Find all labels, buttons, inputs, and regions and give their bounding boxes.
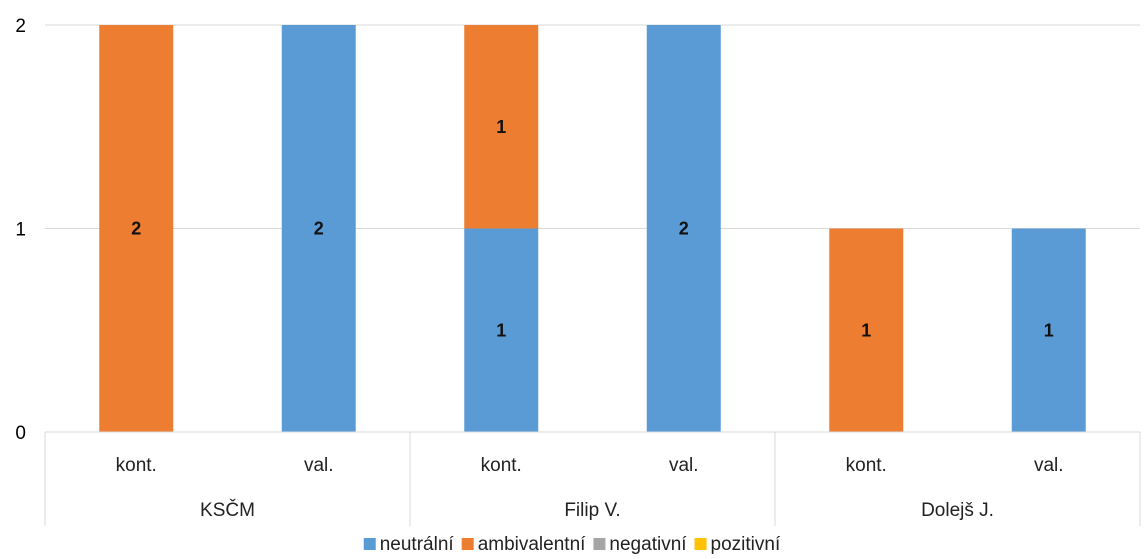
- category-label: val.: [304, 455, 334, 476]
- bar-segment: [464, 228, 539, 432]
- legend-swatch: [694, 538, 707, 550]
- x-category-labels: kont. val. kont. val. kont. val.: [116, 455, 1064, 476]
- y-tick-label: 1: [15, 220, 26, 241]
- group-label: Dolejš J.: [921, 500, 994, 521]
- group-label: KSČM: [200, 499, 255, 521]
- bar-segment: [464, 25, 539, 229]
- x-group-labels: KSČM Filip V. Dolejš J.: [200, 499, 994, 521]
- legend-swatch: [461, 538, 474, 550]
- legend-entry: negativní: [609, 534, 687, 555]
- category-label: kont.: [481, 455, 522, 476]
- bar-segment: [281, 25, 356, 432]
- legend-entry: ambivalentní: [478, 534, 586, 555]
- bar-segment: [99, 25, 174, 432]
- category-label: kont.: [116, 455, 157, 476]
- bars: [99, 25, 1086, 432]
- data-label: 2: [679, 219, 689, 239]
- y-tick-labels: 0 1 2: [15, 16, 26, 444]
- y-tick-label: 0: [15, 423, 26, 444]
- legend-swatch: [363, 538, 376, 550]
- y-tick-label: 2: [15, 16, 26, 37]
- data-label: 1: [496, 117, 506, 137]
- category-label: kont.: [846, 455, 887, 476]
- bar-segment: [646, 25, 721, 432]
- legend-entry: pozitivní: [711, 534, 781, 555]
- data-label: 1: [1044, 320, 1054, 340]
- bar-segment: [1011, 228, 1086, 432]
- data-label: 2: [131, 219, 141, 239]
- data-label: 1: [496, 320, 506, 340]
- legend: neutrální ambivalentní negativní pozitivní: [363, 534, 781, 555]
- group-label: Filip V.: [564, 500, 620, 521]
- gridlines: [45, 24, 1140, 229]
- bar-segment: [829, 228, 904, 432]
- legend-swatch: [593, 538, 606, 550]
- category-label: val.: [669, 455, 699, 476]
- data-label: 1: [861, 320, 871, 340]
- category-label: val.: [1034, 455, 1064, 476]
- data-labels: 2 2 1 1 2 1 1: [131, 117, 1054, 341]
- legend-entry: neutrální: [380, 534, 455, 555]
- data-label: 2: [314, 219, 324, 239]
- axes: [44, 431, 1141, 526]
